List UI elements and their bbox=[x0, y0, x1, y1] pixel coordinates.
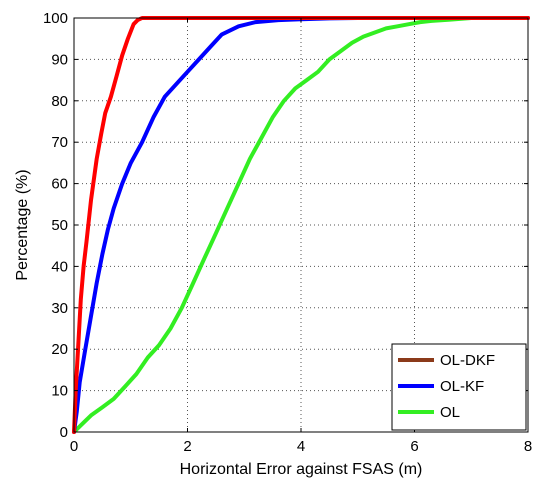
x-tick-label: 4 bbox=[297, 438, 305, 455]
legend: OL-DKF OL-KF OL bbox=[391, 343, 527, 431]
x-tick-label: 8 bbox=[524, 438, 532, 455]
y-tick-label: 100 bbox=[43, 10, 68, 27]
x-axis-label: Horizontal Error against FSAS (m) bbox=[180, 461, 423, 478]
y-tick-label: 90 bbox=[51, 51, 68, 68]
y-tick-label: 70 bbox=[51, 134, 68, 151]
x-tick-label: 0 bbox=[70, 438, 78, 455]
legend-label-ol-dkf: OL-DKF bbox=[440, 352, 495, 369]
y-tick-label: 0 bbox=[60, 424, 68, 441]
y-tick-label: 40 bbox=[51, 258, 68, 275]
y-axis-label: Percentage (%) bbox=[14, 169, 31, 280]
y-tick-label: 30 bbox=[51, 300, 68, 317]
x-tick-label: 6 bbox=[410, 438, 418, 455]
x-tick-label: 2 bbox=[183, 438, 191, 455]
legend-label-ol-kf: OL-KF bbox=[440, 378, 484, 395]
y-tick-label: 20 bbox=[51, 341, 68, 358]
y-tick-label: 80 bbox=[51, 93, 68, 110]
y-tick-label: 10 bbox=[51, 383, 68, 400]
y-tick-label: 60 bbox=[51, 176, 68, 193]
legend-label-ol: OL bbox=[440, 404, 460, 421]
y-tick-label: 50 bbox=[51, 217, 68, 234]
series-line-ol bbox=[72, 16, 530, 434]
